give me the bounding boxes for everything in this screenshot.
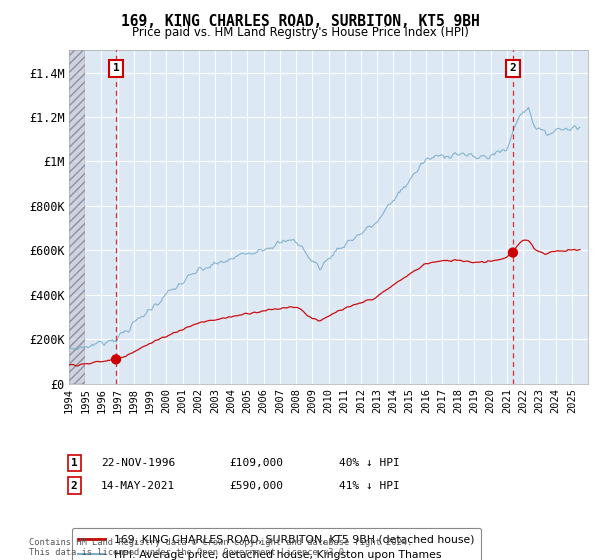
Text: 169, KING CHARLES ROAD, SURBITON, KT5 9BH: 169, KING CHARLES ROAD, SURBITON, KT5 9B… <box>121 14 479 29</box>
Text: 41% ↓ HPI: 41% ↓ HPI <box>339 480 400 491</box>
Text: 1: 1 <box>71 458 77 468</box>
Text: 2: 2 <box>71 480 77 491</box>
Text: 14-MAY-2021: 14-MAY-2021 <box>101 480 175 491</box>
Text: 2: 2 <box>509 63 516 73</box>
Point <box>508 248 518 257</box>
Text: 40% ↓ HPI: 40% ↓ HPI <box>339 458 400 468</box>
Point <box>111 355 121 364</box>
Bar <box>69 50 85 384</box>
Text: Contains HM Land Registry data © Crown copyright and database right 2024.
This d: Contains HM Land Registry data © Crown c… <box>29 538 412 557</box>
Text: £109,000: £109,000 <box>229 458 283 468</box>
Text: £590,000: £590,000 <box>229 480 283 491</box>
Text: 22-NOV-1996: 22-NOV-1996 <box>101 458 175 468</box>
Legend: 169, KING CHARLES ROAD, SURBITON, KT5 9BH (detached house), HPI: Average price, : 169, KING CHARLES ROAD, SURBITON, KT5 9B… <box>72 528 481 560</box>
Text: 1: 1 <box>113 63 119 73</box>
Text: Price paid vs. HM Land Registry's House Price Index (HPI): Price paid vs. HM Land Registry's House … <box>131 26 469 39</box>
Bar <box>69 50 85 384</box>
